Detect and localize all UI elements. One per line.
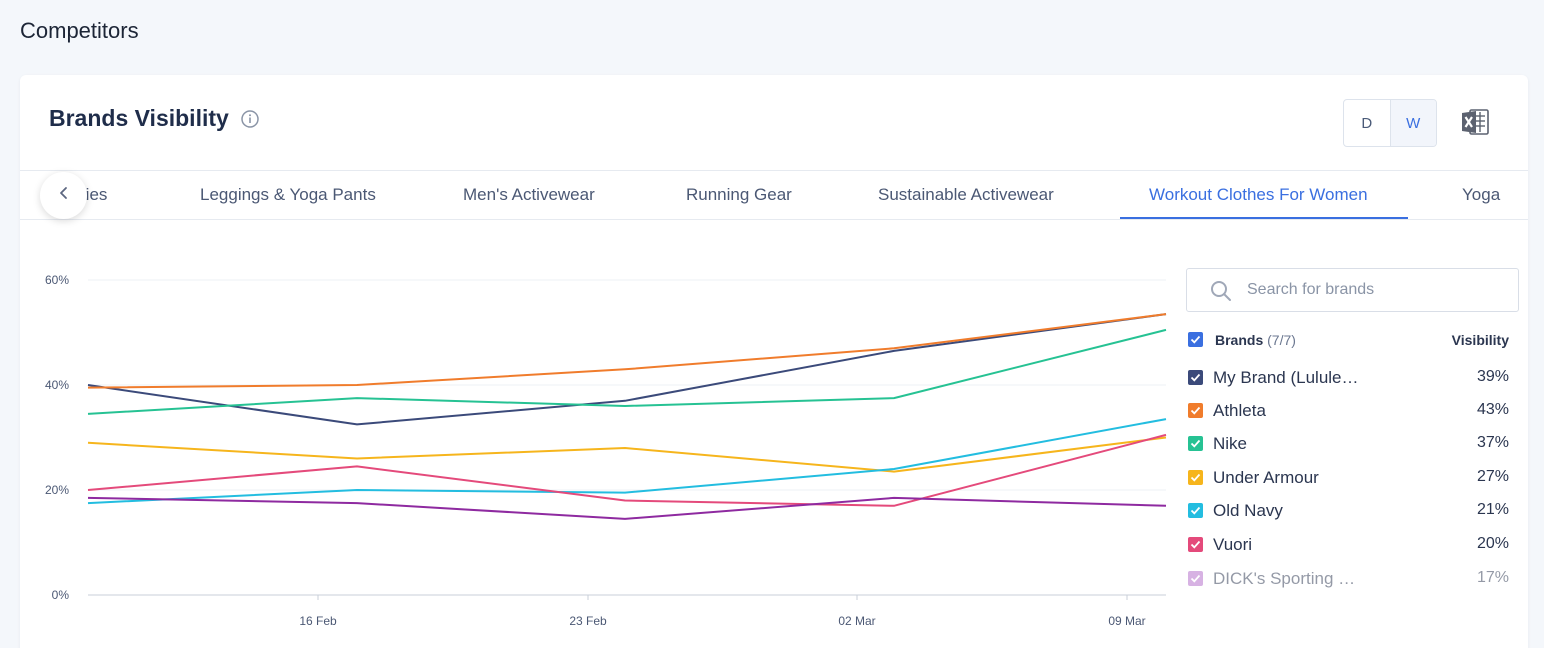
legend-item[interactable]: DICK's Sporting … 17% xyxy=(1186,568,1509,590)
info-icon[interactable] xyxy=(240,109,260,129)
check-icon xyxy=(1190,335,1201,344)
granularity-toggle: D W xyxy=(1343,99,1437,147)
excel-export-icon[interactable] xyxy=(1460,107,1490,137)
brand-visibility-value: 37% xyxy=(1476,434,1509,451)
card-title: Brands Visibility xyxy=(49,105,229,131)
check-icon xyxy=(1190,406,1201,415)
brand-checkbox[interactable] xyxy=(1188,470,1203,485)
brand-checkbox[interactable] xyxy=(1188,403,1203,418)
check-icon xyxy=(1190,506,1201,515)
brand-checkbox[interactable] xyxy=(1188,537,1203,552)
tab-workout-clothes-for-women[interactable]: Workout Clothes For Women xyxy=(1149,185,1368,204)
brand-name: My Brand (Lulule… xyxy=(1213,368,1359,387)
tab-yoga[interactable]: Yoga xyxy=(1462,185,1501,204)
search-icon xyxy=(1209,279,1233,303)
brand-visibility-value: 43% xyxy=(1476,401,1509,418)
tab-sustainable-activewear[interactable]: Sustainable Activewear xyxy=(878,185,1054,204)
tab-leggings-yoga-pants[interactable]: Leggings & Yoga Pants xyxy=(200,185,376,204)
legend-item[interactable]: My Brand (Lulule… 39% xyxy=(1186,367,1509,389)
daily-button[interactable]: D xyxy=(1361,114,1373,132)
brand-visibility-value: 20% xyxy=(1476,535,1509,552)
brand-search-box xyxy=(1186,268,1519,312)
brand-visibility-value: 39% xyxy=(1476,368,1509,385)
select-all-checkbox[interactable] xyxy=(1188,332,1203,347)
chevron-left-icon xyxy=(57,186,71,205)
brand-checkbox[interactable] xyxy=(1188,436,1203,451)
check-icon xyxy=(1190,540,1201,549)
brand-name: Athleta xyxy=(1213,401,1266,420)
tabs-prev-button[interactable] xyxy=(40,172,87,219)
check-icon xyxy=(1190,574,1201,583)
brands-count: (7/7) xyxy=(1267,332,1296,348)
brand-checkbox[interactable] xyxy=(1188,503,1203,518)
legend-item[interactable]: Vuori 20% xyxy=(1186,534,1509,556)
brand-visibility-value: 27% xyxy=(1476,468,1509,485)
check-icon xyxy=(1190,373,1201,382)
brand-name: DICK's Sporting … xyxy=(1213,569,1356,588)
brand-checkbox[interactable] xyxy=(1188,370,1203,385)
tab-running-gear[interactable]: Running Gear xyxy=(686,185,792,204)
brand-checkbox[interactable] xyxy=(1188,571,1203,586)
category-tabs: ries Leggings & Yoga Pants Men's Activew… xyxy=(20,170,1528,220)
brands-visibility-card: Brands Visibility D W ries Leggings & Yo… xyxy=(20,75,1528,648)
brand-name: Under Armour xyxy=(1213,468,1319,487)
brand-visibility-value: 17% xyxy=(1476,569,1509,586)
legend-item[interactable]: Nike 37% xyxy=(1186,433,1509,455)
brand-name: Nike xyxy=(1213,434,1248,453)
visibility-column-label: Visibility xyxy=(1451,332,1509,348)
brand-visibility-value: 21% xyxy=(1476,501,1509,518)
weekly-button[interactable]: W xyxy=(1389,100,1436,146)
check-icon xyxy=(1190,439,1201,448)
legend-header: Brands (7/7) Visibility xyxy=(1186,330,1509,350)
page-title: Competitors xyxy=(20,18,139,43)
tab-accessories[interactable]: ries xyxy=(80,185,108,204)
active-tab-indicator xyxy=(1120,217,1408,219)
brand-name: Old Navy xyxy=(1213,501,1283,520)
legend-item[interactable]: Old Navy 21% xyxy=(1186,500,1509,522)
brand-search-input[interactable] xyxy=(1247,279,1507,301)
brand-name: Vuori xyxy=(1213,535,1253,554)
legend-item[interactable]: Under Armour 27% xyxy=(1186,467,1509,489)
legend-item[interactable]: Athleta 43% xyxy=(1186,400,1509,422)
brands-column-label: Brands (7/7) xyxy=(1215,332,1296,348)
tab-mens-activewear[interactable]: Men's Activewear xyxy=(463,185,595,204)
check-icon xyxy=(1190,473,1201,482)
